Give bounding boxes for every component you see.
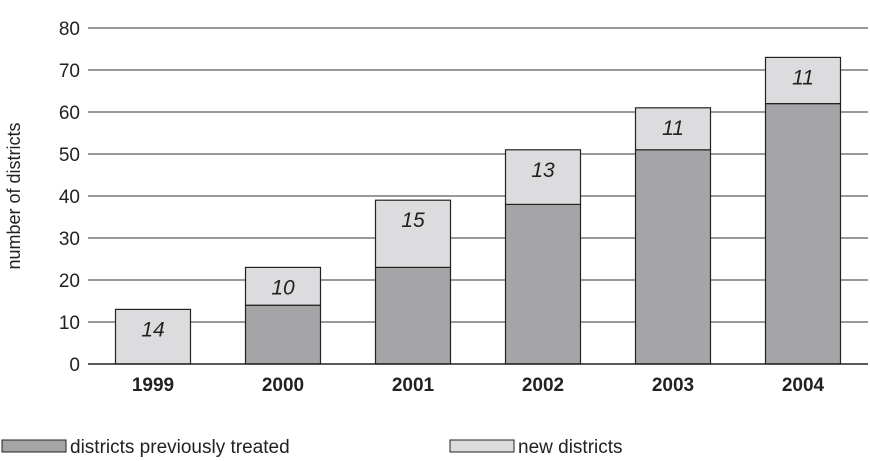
y-tick-label: 30 [59,229,80,250]
x-tick-label: 2000 [262,375,304,396]
legend-label-previously-treated: districts previously treated [70,437,290,458]
bar-2002-new-districts [504,149,582,206]
bar-2000-new-districts [244,266,322,306]
data-label: 11 [662,117,684,140]
x-tick-label: 1999 [132,375,174,396]
data-label: 11 [792,66,814,89]
x-tick-label: 2002 [522,375,564,396]
bar-2002-previously-treated [504,203,582,365]
y-tick-label: 10 [59,313,80,334]
bar-2001-previously-treated [374,266,452,365]
y-tick-labels: 0 10 20 30 40 50 60 70 80 [59,19,80,376]
data-label: 10 [271,276,295,299]
y-tick-label: 50 [59,145,80,166]
gridlines [88,27,868,323]
bar-2003-new-districts [634,107,712,151]
data-label: 13 [531,159,555,182]
data-label: 15 [401,209,425,232]
data-labels: 14 10 15 13 11 11 [141,66,814,341]
y-axis-label: number of districts [4,122,24,269]
y-tick-label: 70 [59,61,80,82]
bar-2000-previously-treated [244,304,322,365]
bar-2004-previously-treated [764,102,842,365]
x-tick-label: 2004 [782,375,825,396]
bar-1999-new-districts [114,308,192,365]
bar-2001-new-districts [374,199,452,268]
y-tick-label: 20 [59,271,80,292]
legend: districts previously treated new distric… [1,437,623,458]
x-tick-labels: 1999 2000 2001 2002 2003 2004 [132,375,825,396]
x-tick-label: 2001 [392,375,435,396]
legend-swatch-new-districts [449,439,515,453]
x-tick-label: 2003 [652,375,694,396]
y-tick-label: 40 [59,187,80,208]
bar-2003-previously-treated [634,149,712,365]
bars [114,56,842,365]
y-tick-label: 0 [69,355,80,376]
y-tick-label: 80 [59,19,80,40]
y-tick-label: 60 [59,103,80,124]
legend-label-new-districts: new districts [518,437,623,458]
legend-swatch-previously-treated [1,439,67,453]
data-label: 14 [141,318,164,341]
bar-2004-new-districts [764,56,842,105]
